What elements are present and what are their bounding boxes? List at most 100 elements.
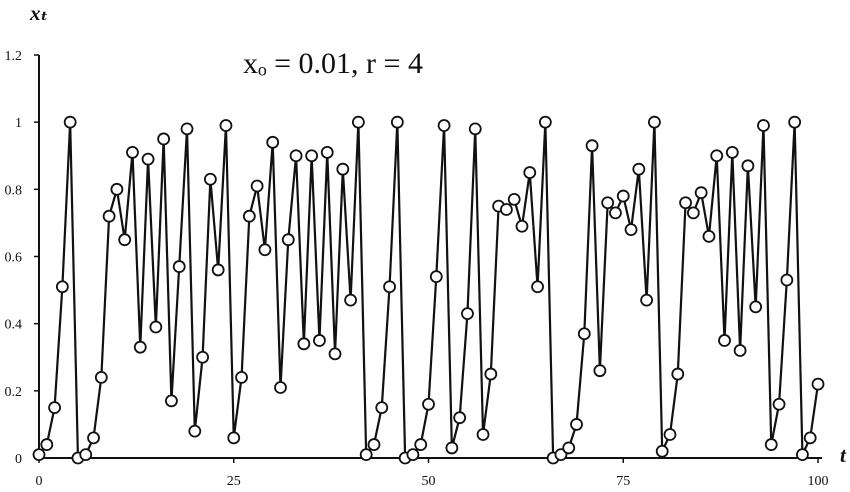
data-point xyxy=(468,122,482,136)
data-point xyxy=(32,448,46,462)
data-point xyxy=(165,394,178,408)
data-point xyxy=(648,115,661,129)
y-tick-label: 0.8 xyxy=(5,183,23,198)
data-point xyxy=(266,135,280,149)
data-point xyxy=(79,448,93,462)
data-point xyxy=(258,243,272,257)
data-point xyxy=(242,209,256,223)
data-point xyxy=(94,370,108,384)
data-point xyxy=(274,381,287,394)
data-point xyxy=(157,132,171,146)
data-point xyxy=(749,300,763,314)
data-point xyxy=(55,280,69,294)
data-point xyxy=(102,209,116,223)
data-point xyxy=(710,149,724,163)
data-point xyxy=(227,431,241,445)
data-point xyxy=(429,270,443,284)
x-tick-label: 50 xyxy=(422,474,436,489)
data-point xyxy=(531,280,544,294)
chart-title: xₒ = 0.01, r = 4 xyxy=(243,47,423,80)
data-point xyxy=(632,162,646,176)
data-point xyxy=(554,448,568,462)
data-point xyxy=(344,293,358,307)
data-point xyxy=(811,377,825,391)
data-point xyxy=(383,280,396,294)
data-point xyxy=(305,149,319,163)
data-point xyxy=(359,448,373,462)
y-axis-label: xₜ xyxy=(29,1,48,25)
x-ticks: 0 25 50 75 100 xyxy=(36,458,829,489)
data-point xyxy=(141,152,155,166)
data-point xyxy=(616,189,630,203)
data-point xyxy=(211,263,225,277)
data-point xyxy=(679,196,692,210)
data-point xyxy=(515,219,529,233)
data-point xyxy=(484,367,498,381)
data-point xyxy=(601,196,615,210)
data-point xyxy=(640,293,654,307)
x-tick-label: 0 xyxy=(36,474,43,489)
data-point xyxy=(780,273,794,287)
data-point xyxy=(499,203,513,216)
data-point xyxy=(196,350,209,364)
data-point xyxy=(437,119,451,132)
data-point xyxy=(757,119,770,132)
data-point xyxy=(126,145,139,159)
x-tick-label: 75 xyxy=(616,474,630,489)
data-point xyxy=(725,145,739,159)
data-point xyxy=(336,162,350,176)
data-point xyxy=(63,115,77,129)
series-group xyxy=(32,115,825,465)
x-tick-label: 100 xyxy=(808,474,829,489)
data-point xyxy=(110,182,124,196)
y-ticks: 0 0.2 0.4 0.6 0.8 1 1.2 xyxy=(5,49,39,467)
data-point xyxy=(390,115,404,129)
data-point xyxy=(375,401,389,415)
data-point xyxy=(741,159,755,173)
y-tick-label: 0 xyxy=(15,452,22,467)
data-point xyxy=(624,223,638,237)
data-point xyxy=(593,364,607,378)
data-point xyxy=(476,428,490,441)
data-point xyxy=(203,172,217,186)
data-point xyxy=(538,115,552,129)
data-point xyxy=(764,438,778,451)
data-point xyxy=(219,119,233,132)
data-point xyxy=(523,166,537,179)
data-point xyxy=(422,397,435,411)
data-point xyxy=(803,431,817,445)
data-point xyxy=(562,441,576,455)
data-point xyxy=(87,431,100,445)
data-point xyxy=(686,206,700,220)
data-point xyxy=(188,424,202,438)
x-tick-label: 25 xyxy=(227,474,241,489)
data-point xyxy=(149,320,163,334)
data-point xyxy=(461,307,474,320)
data-point xyxy=(788,115,802,129)
data-point xyxy=(609,206,622,220)
data-point xyxy=(445,441,459,455)
y-tick-label: 1.2 xyxy=(5,49,23,64)
data-point xyxy=(351,115,365,129)
data-point xyxy=(289,149,303,163)
data-point xyxy=(235,370,248,384)
data-point xyxy=(414,438,428,451)
data-point xyxy=(297,337,311,351)
data-point xyxy=(328,347,342,361)
data-point xyxy=(577,327,591,341)
data-point xyxy=(585,139,599,153)
data-point xyxy=(718,334,731,347)
data-point xyxy=(694,186,708,200)
data-point xyxy=(281,233,295,247)
data-point xyxy=(453,411,467,425)
data-point xyxy=(133,340,147,354)
data-point xyxy=(48,401,61,415)
data-point xyxy=(313,334,326,347)
data-point xyxy=(367,438,381,451)
data-point xyxy=(40,438,54,451)
y-tick-label: 0.2 xyxy=(5,385,23,400)
data-point xyxy=(320,145,334,159)
data-point xyxy=(772,397,786,411)
y-tick-label: 0.6 xyxy=(5,251,23,266)
